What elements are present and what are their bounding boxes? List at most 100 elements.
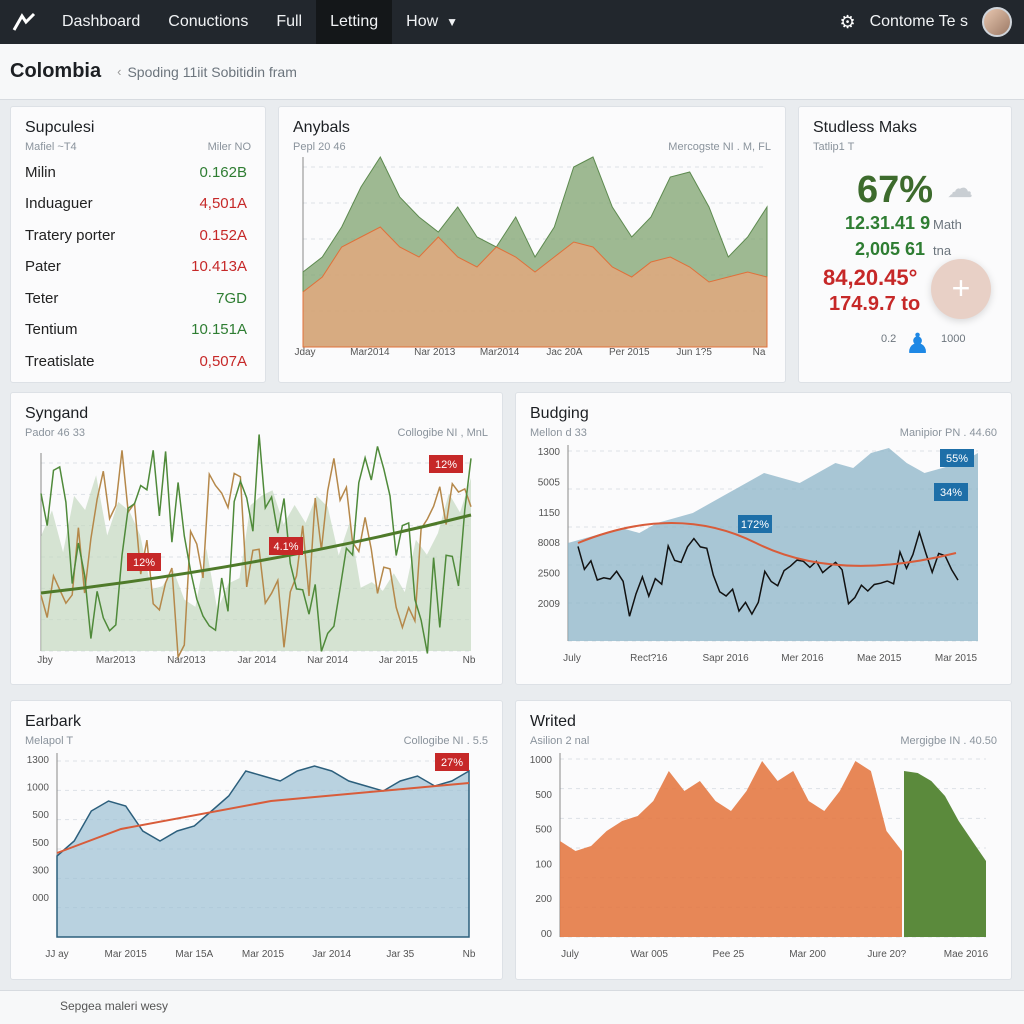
summary-row: Teter 7GD (25, 283, 247, 313)
stat-line-2: 2,005 61 (855, 239, 926, 259)
summary-row: Tratery porter 0.152A (25, 220, 247, 250)
card-subtitle: Mellon d 33 (530, 427, 587, 439)
x-tick-label: Mae 2016 (944, 949, 989, 960)
x-tick-label: Mar 2015 (105, 949, 148, 960)
y-tick-label: 500 (535, 825, 552, 836)
card-title: Earbark (25, 713, 82, 730)
stat-big-percent: 67% (857, 169, 934, 211)
x-tick-label: War 005 (630, 949, 668, 960)
card-title: Studless Maks (813, 119, 918, 136)
nav-full[interactable]: Full (276, 13, 303, 30)
budging-card: Budging Mellon d 33 Manipior PN . 44.60 … (515, 392, 1012, 685)
x-tick-label: Jac 20A (546, 347, 582, 358)
x-tick-label: July (563, 653, 581, 664)
writed-card: Writed Asilion 2 nal Mergigbe IN . 40.50… (515, 700, 1012, 980)
x-tick-label: Jar 35 (386, 949, 414, 960)
nav-how[interactable]: How ▼ (392, 0, 472, 44)
add-button[interactable]: + (931, 259, 991, 319)
y-tick-label: 500 (32, 810, 49, 821)
series-green-area (904, 771, 986, 937)
badge-label: 34% (940, 487, 962, 499)
card-subtitle: Tatlip1 T (813, 141, 855, 153)
badge-bg (738, 515, 772, 533)
budging-area-chart: 1300 5005 1150 8008 2500 2009 172% 55% 34% July Re… (538, 445, 978, 664)
user-name[interactable]: Contome Te s (869, 13, 968, 30)
x-tick-label: Jday (294, 347, 315, 358)
nav-conuctions[interactable]: Conuctions (168, 13, 249, 30)
x-tick-label: Mer 2016 (781, 653, 824, 664)
y-tick-label: 200 (535, 894, 552, 905)
y-tick-label: 00 (541, 929, 553, 940)
series-orange-line (40, 450, 472, 660)
x-tick-label: Mar2014 (480, 347, 520, 358)
x-tick-label: Mar 200 (789, 949, 826, 960)
x-tick-label: Jby (37, 655, 53, 666)
anybals-card: Anybals Pepl 20 46 Mercogste NI . M, FL … (278, 106, 786, 383)
x-tick-label: Nar 2013 (414, 347, 456, 358)
summary-row-label: Induaguer (25, 195, 93, 212)
x-tick-label: Mar 2015 (242, 949, 285, 960)
card-subtitle: Pador 46 33 (25, 427, 85, 439)
card-title: Budging (530, 405, 589, 422)
x-tick-label: Mar2014 (350, 347, 390, 358)
card-meta: Mercogste NI . M, FL (668, 141, 771, 153)
x-tick-label: Sapr 2016 (703, 653, 750, 664)
x-tick-label: Jure 20? (867, 949, 906, 960)
chart-badge: 172% (738, 515, 772, 533)
chevron-down-icon: ▼ (446, 15, 459, 29)
footer: Sepgea maleri wesy (0, 990, 1024, 1024)
syngand-line-chart: 12% 4.1% 12% Jby Mar2013 Nar2013 Jar 2014 Nar 2… (37, 434, 476, 666)
y-tick-label: 500 (32, 838, 49, 849)
badge-bg (934, 483, 968, 501)
stats-card: Studless Maks Tatlip1 T 67% ☁ 12.31.41 9… (798, 106, 1012, 383)
earbark-card: Earbark Melapol T Collogibe NI . 5.5 130… (10, 700, 503, 980)
card-meta: Manipior PN . 44.60 (899, 427, 997, 439)
avatar[interactable] (982, 7, 1012, 37)
x-tick-label: Na (753, 347, 766, 358)
chevron-left-icon[interactable]: ‹ (117, 64, 122, 79)
series-orange-area (560, 761, 902, 937)
x-tick-label: Mar 15A (175, 949, 213, 960)
person-icon: ♟ (905, 328, 931, 359)
series-green-line (40, 434, 472, 654)
y-tick-label: 500 (535, 790, 552, 801)
stat-line-4: 174.9.7 to (829, 293, 921, 315)
y-tick-label: 1150 (538, 508, 560, 519)
x-tick-label: Per 2015 (609, 347, 650, 358)
card-meta: Collogibe NI . 5.5 (403, 735, 488, 747)
settings-icon[interactable]: ⚙ (839, 11, 856, 32)
nav-dashboard[interactable]: Dashboard (62, 13, 141, 30)
nav-letting[interactable]: Letting (316, 0, 393, 44)
series-bg-area (41, 475, 471, 651)
chart-badge: 34% (934, 483, 968, 501)
page-title: Colombia (10, 60, 102, 82)
x-tick-label: Mar2013 (96, 655, 136, 666)
card-title: Syngand (25, 405, 89, 422)
y-tick-label: 100 (535, 859, 552, 870)
card-subtitle: Mafiel ~T4 (25, 141, 77, 153)
breadcrumb[interactable]: Spoding 11iit Sobitidin fram (127, 63, 297, 80)
figure-caption-right: 1000 (941, 333, 966, 345)
x-tick-label: Jar 2014 (238, 655, 277, 666)
badge-label: 27% (441, 757, 463, 769)
card-subtitle: Pepl 20 46 (293, 141, 346, 153)
summary-row-value: 10.413A (191, 258, 247, 275)
card-title: Writed (530, 713, 576, 730)
app-logo[interactable] (0, 0, 48, 44)
top-navbar: Dashboard Conuctions Full Letting How ▼ … (0, 0, 1024, 44)
x-tick-label: Mar 2015 (935, 653, 978, 664)
earbark-area-chart: 1300 1000 500 500 300 000 27% JJ ay Mar 2015 Mar … (27, 753, 476, 960)
series-orange-area (302, 226, 768, 348)
stat-line-3: 84,20.45° (823, 265, 918, 290)
badge-bg (127, 553, 161, 571)
summary-row-label: Teter (25, 289, 59, 307)
x-tick-label: Nb (463, 655, 476, 666)
x-tick-label: Nb (463, 949, 476, 960)
summary-row-label: Tratery porter (25, 226, 116, 244)
badge-bg (269, 537, 303, 555)
card-subtitle: Asilion 2 nal (530, 735, 590, 747)
badge-label: 55% (946, 453, 968, 465)
x-tick-label: Pee 25 (713, 949, 745, 960)
x-tick-label: Jar 2014 (312, 949, 351, 960)
card-subtitle: Melapol T (25, 735, 74, 747)
